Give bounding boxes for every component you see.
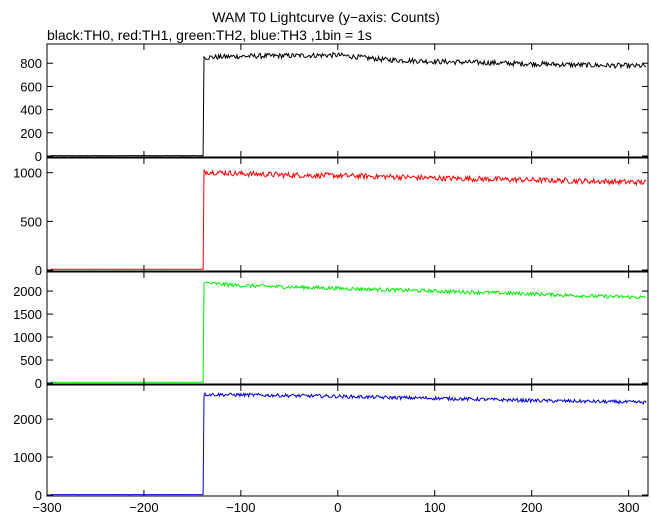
panel-frame (46, 271, 649, 385)
y-tick-label: 1500 (13, 307, 42, 322)
panel-th0: 0 200 400 600 800 (20, 43, 649, 164)
series-line-th0 (50, 51, 647, 157)
series-line-th2 (50, 281, 647, 383)
x-tick-label: −300 (32, 500, 61, 515)
y-tick-label: 200 (20, 126, 42, 141)
series-line-th1 (50, 169, 647, 270)
y-tick-label: 2000 (13, 412, 42, 427)
panel-th2: 0 500 1000 1500 2000 (13, 271, 649, 391)
x-tick-label: −200 (129, 500, 158, 515)
y-tick-label: 1000 (13, 330, 42, 345)
x-tick-label: 300 (618, 500, 640, 515)
y-tick-label: 0 (35, 488, 42, 503)
y-tick-label: 0 (35, 376, 42, 391)
series-line-th3 (50, 391, 647, 496)
y-tick-label: 1000 (13, 450, 42, 465)
panel-frame (46, 43, 649, 158)
chart-subtitle: black:TH0, red:TH1, green:TH2, blue:TH3 … (47, 27, 372, 43)
y-tick-label: 500 (20, 214, 42, 229)
panel-th1: 0 500 1000 (13, 157, 649, 278)
x-tick-label: 0 (334, 500, 341, 515)
y-tick-label: 600 (20, 79, 42, 94)
y-tick-label: 1000 (13, 166, 42, 181)
x-tick-label: 100 (424, 500, 446, 515)
y-tick-label: 2000 (13, 284, 42, 299)
y-tick-label: 0 (35, 149, 42, 164)
panel-frame (46, 157, 649, 272)
y-tick-label: 400 (20, 103, 42, 118)
y-tick-label: 0 (35, 263, 42, 278)
y-tick-label: 500 (20, 353, 42, 368)
chart-title: WAM T0 Lightcurve (y−axis: Counts) (212, 9, 440, 25)
x-tick-label: −100 (226, 500, 255, 515)
x-tick-label: 200 (521, 500, 543, 515)
panel-frame (46, 384, 649, 497)
panel-th3: 0 1000 2000 (13, 384, 649, 503)
y-tick-label: 800 (20, 56, 42, 71)
